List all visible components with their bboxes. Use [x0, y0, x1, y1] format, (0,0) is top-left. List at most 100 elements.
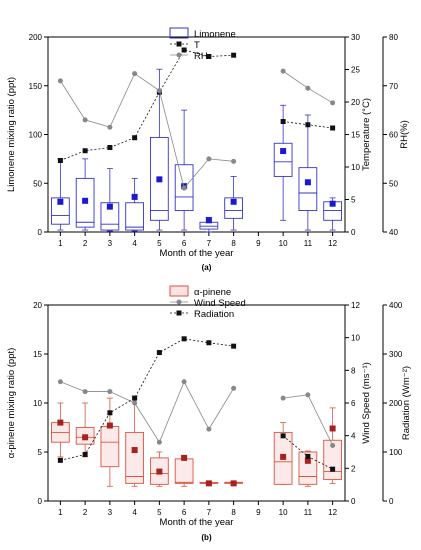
x-tick-label: 7: [207, 239, 212, 248]
series-point: [231, 385, 237, 391]
box: [273, 142, 293, 177]
series-point: [107, 124, 113, 130]
box: [125, 202, 144, 231]
series-point: [330, 125, 336, 131]
series-line: [60, 338, 234, 461]
y2-axis-title: Temperature (°C): [361, 98, 372, 171]
x-tick-label: 7: [207, 508, 212, 517]
y2-axis-title: Wind Speed (ms⁻¹): [361, 362, 372, 444]
box-mean-marker: [156, 468, 163, 475]
x-tick-label: 4: [132, 508, 137, 517]
x-tick-label: 1: [58, 239, 63, 248]
series-line: [60, 380, 234, 444]
box: [100, 426, 120, 468]
y3-tick-label: 70: [389, 82, 398, 91]
y3-tick-label: 400: [389, 301, 403, 310]
box: [75, 177, 95, 228]
y-axis-title: Limonene mixing ratio (ppt): [6, 77, 17, 192]
x-tick-label: 3: [108, 239, 113, 248]
y-axis-title: α-pinene mixing ratio (ppt): [6, 348, 17, 459]
series-point: [57, 78, 63, 84]
y2-tick-label: 6: [351, 399, 356, 408]
series-point: [57, 379, 63, 385]
series-line: [60, 72, 234, 189]
y-tick-label: 15: [33, 350, 42, 359]
box-mean-marker: [230, 198, 237, 205]
series-point: [231, 52, 237, 58]
x-tick-label: 12: [328, 239, 337, 248]
series-point: [305, 122, 311, 128]
x-axis-title: Month of the year: [160, 517, 234, 528]
panel-label: (a): [202, 263, 212, 272]
x-tick-label: 5: [157, 508, 162, 517]
legend-marker: [176, 41, 182, 47]
y2-tick-label: 0: [351, 228, 356, 237]
series-point: [82, 451, 88, 457]
box-mean-marker: [280, 453, 287, 460]
box-mean-marker: [230, 480, 237, 487]
series-point: [132, 400, 138, 406]
box-mean-marker: [304, 179, 311, 186]
x-tick-label: 11: [304, 239, 313, 248]
plot-area: [47, 36, 346, 233]
series-point: [206, 426, 212, 432]
series-point: [156, 439, 162, 445]
legend-label: T: [194, 40, 200, 51]
series-point: [82, 389, 88, 395]
legend-label: Radiation: [194, 309, 234, 320]
y-tick-label: 50: [33, 179, 42, 188]
y-tick-label: 200: [29, 33, 43, 42]
y-tick-label: 5: [38, 448, 43, 457]
legend-swatch: [169, 27, 189, 39]
y2-tick-label: 30: [351, 33, 360, 42]
y3-tick-label: 0: [389, 497, 394, 506]
x-tick-label: 9: [256, 239, 261, 248]
series-line: [60, 49, 234, 161]
x-tick-label: 6: [182, 239, 187, 248]
series-point: [305, 392, 311, 398]
x-tick-label: 12: [328, 508, 337, 517]
series-point: [82, 148, 88, 154]
y3-tick-label: 80: [389, 33, 398, 42]
series-point: [280, 119, 286, 124]
y3-tick-label: 60: [389, 131, 398, 140]
series-point: [107, 410, 113, 416]
y3-tick-label: 100: [389, 448, 403, 457]
y3-tick-label: 200: [389, 399, 403, 408]
box-mean-marker: [131, 193, 138, 200]
x-tick-label: 11: [304, 508, 313, 517]
y-tick-label: 10: [33, 399, 42, 408]
legend-label: α-pinene: [194, 287, 231, 298]
box: [150, 136, 169, 221]
series-point: [280, 433, 286, 439]
y2-tick-label: 2: [351, 464, 356, 473]
y-tick-label: 20: [33, 301, 42, 310]
series-point: [156, 88, 162, 94]
box-mean-marker: [57, 198, 64, 205]
series-point: [132, 71, 138, 77]
y2-tick-label: 15: [351, 131, 360, 140]
box-mean-marker: [131, 447, 138, 454]
series-point: [156, 350, 162, 356]
x-tick-label: 3: [108, 508, 113, 517]
box: [51, 197, 70, 225]
y-tick-label: 0: [38, 228, 43, 237]
legend-label: Wind Speed: [194, 298, 246, 309]
box: [125, 431, 144, 484]
y2-tick-label: 8: [351, 366, 356, 375]
series-point: [330, 442, 336, 448]
y3-tick-label: 300: [389, 350, 403, 359]
box-mean-marker: [329, 200, 336, 207]
y-tick-label: 0: [38, 497, 43, 506]
series-point: [181, 47, 187, 53]
y-tick-label: 150: [29, 82, 43, 91]
alpha-pinene-panel: 1 2 3 4 5 6 7 8 9 10 11 120510152002468101201002003…: [6, 285, 412, 542]
x-tick-label: 10: [279, 239, 288, 248]
legend-marker: [176, 310, 182, 316]
series-point: [82, 117, 88, 123]
x-axis-title: Month of the year: [160, 248, 234, 259]
box: [174, 458, 194, 484]
y2-tick-label: 10: [351, 334, 360, 343]
box-mean-marker: [205, 217, 212, 224]
